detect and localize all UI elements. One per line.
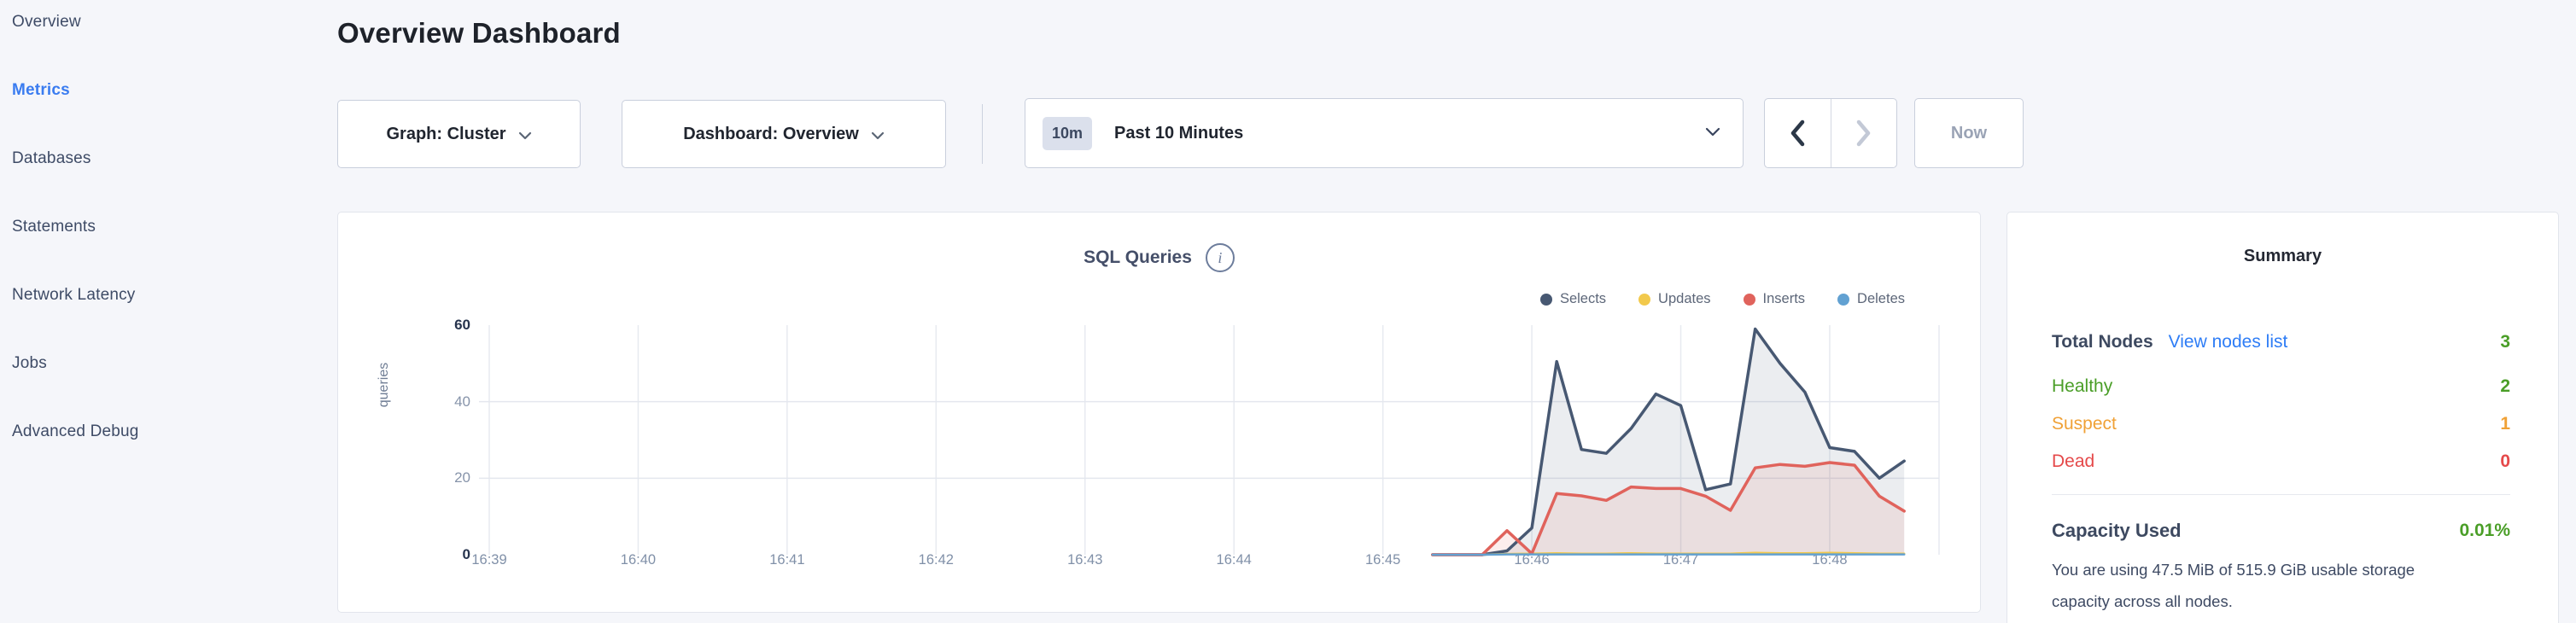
chevron-down-icon <box>1705 125 1720 141</box>
info-icon[interactable]: i <box>1205 243 1235 272</box>
sidebar-item-advanced-debug[interactable]: Advanced Debug <box>12 422 139 440</box>
chart-title: SQL Queries <box>1084 247 1192 267</box>
graph-scope-dropdown[interactable]: Graph: Cluster <box>337 100 581 168</box>
x-tick-label: 16:43 <box>1067 552 1103 568</box>
chevron-left-icon <box>1791 119 1805 147</box>
now-button[interactable]: Now <box>1914 98 2024 168</box>
time-range-badge: 10m <box>1043 116 1093 150</box>
page-title: Overview Dashboard <box>337 17 621 49</box>
inserts-area <box>1432 463 1905 555</box>
healthy-value: 2 <box>2500 376 2510 396</box>
suspect-label: Suspect <box>2052 414 2117 434</box>
sidebar-item-jobs[interactable]: Jobs <box>12 354 47 372</box>
dead-label: Dead <box>2052 451 2095 471</box>
total-nodes-label: Total Nodes <box>2052 332 2153 352</box>
legend-dot-icon <box>1743 293 1755 306</box>
next-time-window-button[interactable] <box>1831 99 1897 167</box>
x-tick-label: 16:48 <box>1812 552 1848 568</box>
legend-dot-icon <box>1638 293 1651 306</box>
legend-label: Inserts <box>1762 291 1806 306</box>
y-tick-label: 0 <box>462 546 470 562</box>
summary-panel: Summary Total Nodes View nodes list 3 He… <box>2006 212 2559 623</box>
inserts-line <box>1431 461 1906 556</box>
sidebar-item-statements[interactable]: Statements <box>12 218 96 236</box>
x-tick-label: 16:39 <box>471 552 507 568</box>
x-tick-label: 16:45 <box>1364 552 1401 568</box>
time-range-label: Past 10 Minutes <box>1114 123 1244 143</box>
capacity-description: You are using 47.5 MiB of 515.9 GiB usab… <box>2052 561 2415 610</box>
previous-time-window-button[interactable] <box>1765 99 1831 167</box>
total-nodes-value: 3 <box>2500 332 2510 352</box>
summary-title: Summary <box>2243 247 2322 265</box>
legend-label: Updates <box>1658 291 1711 306</box>
controls-divider <box>982 104 983 164</box>
chevron-down-icon <box>518 125 532 145</box>
chevron-right-icon <box>1856 119 1870 147</box>
dashboard-dropdown[interactable]: Dashboard: Overview <box>622 100 946 168</box>
suspect-nodes-row: Suspect 1 <box>2052 414 2510 434</box>
legend-item-inserts[interactable]: Inserts <box>1743 291 1806 307</box>
chart-legend: Selects Updates Inserts Deletes <box>1539 291 1905 307</box>
legend-dot-icon <box>1837 293 1850 306</box>
legend-item-selects[interactable]: Selects <box>1539 291 1607 307</box>
y-tick-label: 20 <box>454 469 470 486</box>
sql-queries-chart-card: SQL Queries i Selects Updates Inserts Delet… <box>337 212 1981 613</box>
x-tick-label: 16:46 <box>1514 552 1550 568</box>
graph-scope-label: Graph: Cluster <box>386 124 506 143</box>
suspect-value: 1 <box>2500 414 2510 434</box>
selects-line <box>1431 327 1906 556</box>
legend-label: Selects <box>1559 291 1607 306</box>
healthy-label: Healthy <box>2052 376 2113 396</box>
sidebar: Overview Metrics Databases Statements Ne… <box>0 0 333 623</box>
sidebar-item-network-latency[interactable]: Network Latency <box>12 286 136 304</box>
sidebar-item-overview[interactable]: Overview <box>12 13 81 31</box>
healthy-nodes-row: Healthy 2 <box>2052 376 2510 397</box>
x-tick-label: 16:40 <box>620 552 657 568</box>
x-tick-label: 16:41 <box>769 552 805 568</box>
y-tick-label: 60 <box>454 317 470 333</box>
legend-item-updates[interactable]: Updates <box>1638 291 1711 307</box>
capacity-used-value: 0.01% <box>2459 521 2510 540</box>
total-nodes-row: Total Nodes View nodes list 3 <box>2052 332 2510 352</box>
chevron-down-icon <box>871 125 885 145</box>
legend-label: Deletes <box>1857 291 1905 306</box>
dead-nodes-row: Dead 0 <box>2052 451 2510 472</box>
sql-queries-plot[interactable] <box>479 325 1940 556</box>
sidebar-item-databases[interactable]: Databases <box>12 149 91 167</box>
view-nodes-list-link[interactable]: View nodes list <box>2168 332 2288 352</box>
legend-item-deletes[interactable]: Deletes <box>1837 291 1905 307</box>
capacity-used-label: Capacity Used <box>2052 520 2182 541</box>
summary-divider <box>2052 494 2510 495</box>
y-tick-label: 40 <box>454 393 470 410</box>
y-axis-title: queries <box>377 362 391 408</box>
time-window-arrows <box>1764 98 1897 168</box>
legend-dot-icon <box>1539 293 1552 306</box>
x-tick-label: 16:47 <box>1662 552 1699 568</box>
sidebar-item-metrics[interactable]: Metrics <box>12 81 70 99</box>
dead-value: 0 <box>2500 451 2510 471</box>
dashboard-label: Dashboard: Overview <box>683 124 859 143</box>
x-tick-label: 16:42 <box>918 552 954 568</box>
x-tick-label: 16:44 <box>1216 552 1252 568</box>
selects-area <box>1432 329 1905 555</box>
capacity-used-row: Capacity Used 0.01% <box>2052 520 2510 542</box>
time-range-dropdown[interactable]: 10m Past 10 Minutes <box>1025 98 1744 168</box>
